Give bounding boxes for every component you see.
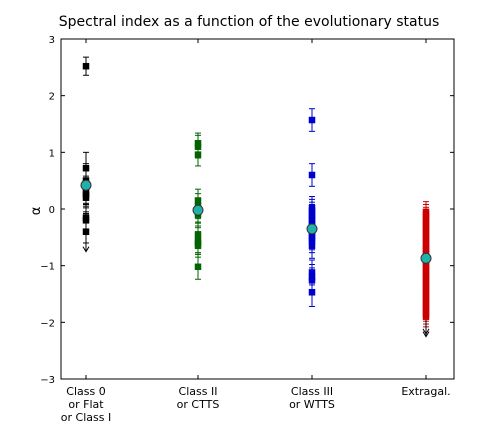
mean-markers [80,179,432,264]
data-point [82,194,90,201]
data-point [82,62,90,70]
x-tick-label: Class III or WTTS [289,385,335,411]
upper-limit-arrow-head [422,331,430,338]
y-axis-ticks: −3 −2 −1 0 1 2 3 [40,35,454,386]
data-point [194,242,202,250]
data-point [422,313,430,320]
y-tick-label: 0 [49,205,55,216]
plot-frame [60,38,455,380]
mean-marker [420,252,432,264]
x-tick-label: Class 0 or Flat or Class I [61,385,111,422]
y-tick-label: 1 [49,148,55,159]
data-point [308,242,316,250]
y-tick-label: −1 [40,262,55,273]
series-3 [422,201,430,338]
data-point [194,263,202,271]
data-point [308,171,316,179]
y-tick-label: 3 [49,35,55,46]
y-tick-label: −2 [40,318,55,329]
series-2 [308,108,316,307]
data-point [82,228,90,235]
y-tick-label: −3 [40,375,55,386]
x-axis-ticks: Class 0 or Flat or Class I Class II or CTTS C… [61,39,451,422]
mean-marker [306,223,318,235]
mean-marker [80,179,92,191]
x-tick-label: Extragal. [401,385,450,398]
x-tick-label: Class II or CTTS [177,385,220,411]
series-0 [82,56,90,253]
mean-marker [192,204,204,216]
upper-limit-arrow-head [82,246,90,253]
chart-marks [82,56,430,338]
data-point [308,289,316,296]
data-point [308,116,316,124]
y-axis-label: α [29,207,44,216]
data-point [194,151,202,158]
chart-title: Spectral index as a function of the evol… [59,14,440,30]
y-tick-label: 2 [49,92,55,103]
